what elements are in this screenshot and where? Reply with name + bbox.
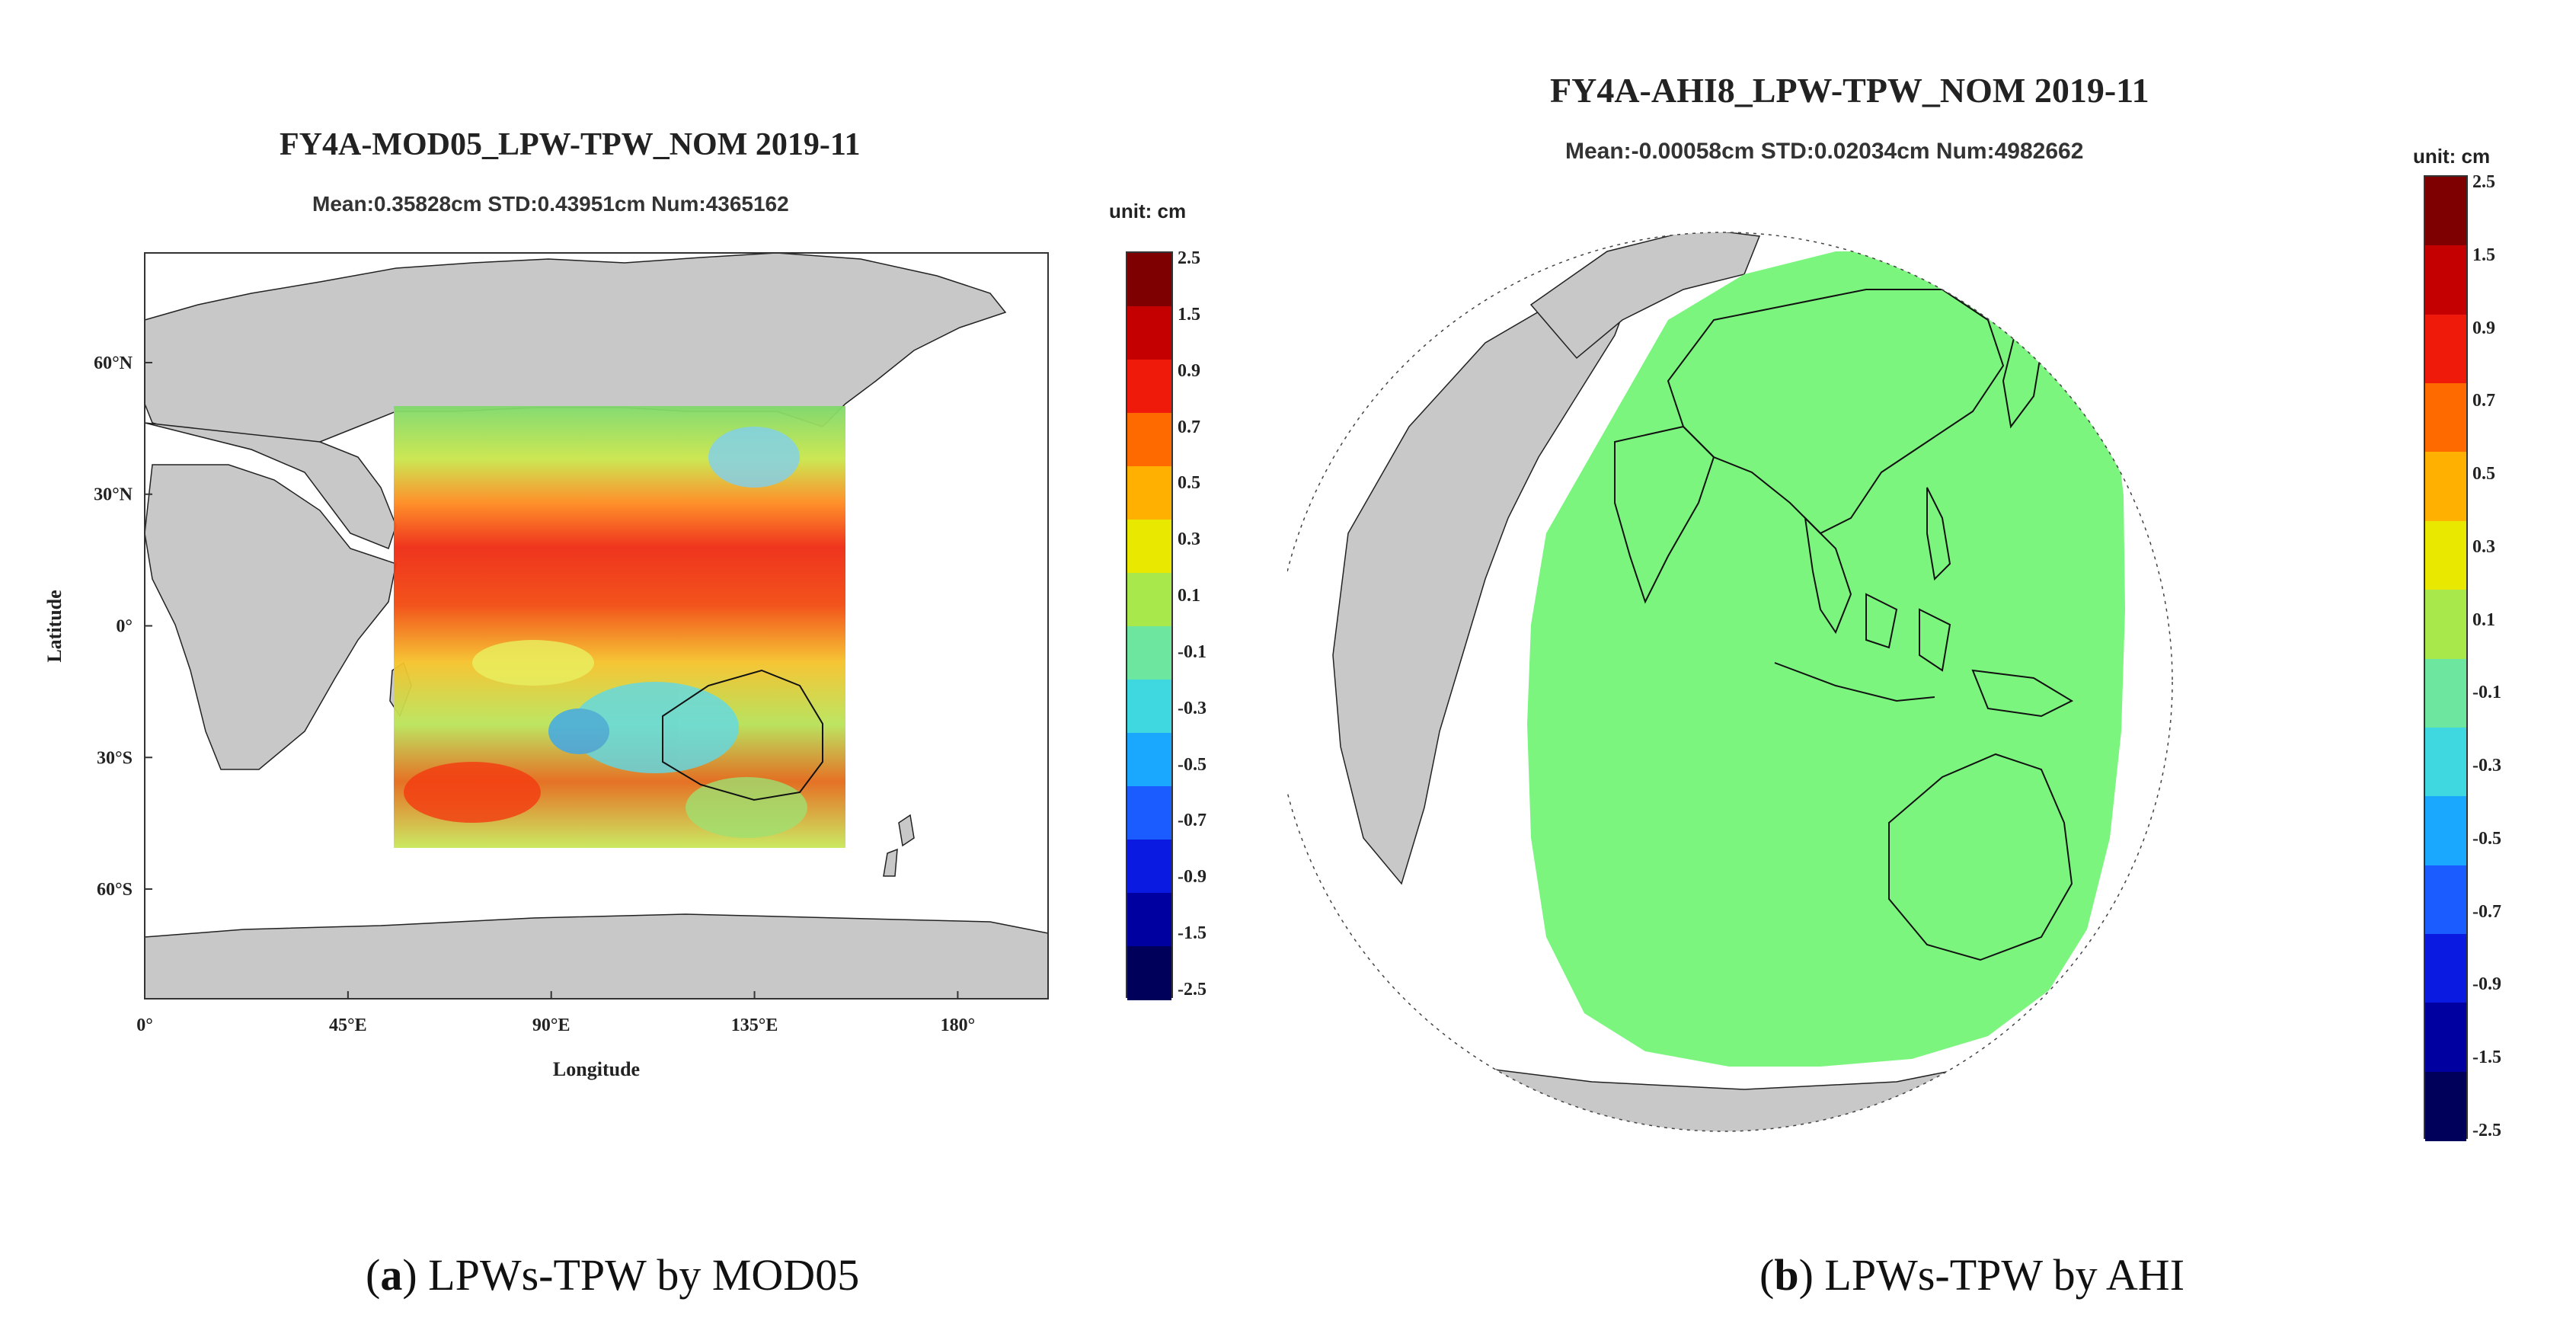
colorbar-tick-label: -0.1 xyxy=(2472,683,2501,703)
colorbar-segment xyxy=(2425,658,2466,728)
colorbar-segment xyxy=(1127,626,1171,680)
chart-a-colorbar xyxy=(1126,251,1173,1000)
x-tick-label: 135°E xyxy=(731,1016,778,1035)
colorbar-segment xyxy=(2425,590,2466,660)
colorbar-tick-label: 0.7 xyxy=(1178,417,1200,437)
colorbar-tick-label: -0.5 xyxy=(2472,828,2501,849)
chart-a-unit: unit: cm xyxy=(1109,200,1187,222)
colorbar-segment xyxy=(1127,520,1171,574)
caption-a-label: a xyxy=(380,1250,403,1300)
y-tick-label: 60°N xyxy=(94,353,133,373)
colorbar-segment xyxy=(2425,1071,2466,1141)
caption-a: (a) LPWs-TPW by MOD05 xyxy=(366,1250,860,1300)
chart-a-map: 60°N 30°N 0° 30°S 60°S 0° 45°E 90°E 135°E 180° L… xyxy=(43,252,1049,1080)
chart-b-globe-outline xyxy=(1287,232,2173,1132)
colorbar-tick-label: 1.5 xyxy=(2472,245,2495,265)
chart-a-ylabel: Latitude xyxy=(43,590,66,662)
x-tick-label: 180° xyxy=(941,1016,976,1035)
colorbar-tick-label: -2.5 xyxy=(1178,980,1207,1000)
colorbar-tick-label: 1.5 xyxy=(1178,304,1200,325)
chart-a-australia-outline xyxy=(662,669,823,801)
colorbar-segment xyxy=(1127,466,1171,520)
colorbar-tick-label: 0.3 xyxy=(1178,529,1200,550)
chart-a-xlabel: Longitude xyxy=(553,1058,640,1080)
colorbar-tick-label: 0.9 xyxy=(1178,360,1200,381)
colorbar-tick-label: 0.5 xyxy=(2472,464,2495,485)
colorbar-tick-label: 0.3 xyxy=(2472,536,2495,557)
x-tick-label: 90°E xyxy=(532,1016,570,1035)
y-tick-label: 30°N xyxy=(94,485,133,505)
caption-b-text: LPWs-TPW by AHI xyxy=(1813,1250,2185,1300)
colorbar-tick-label: -0.9 xyxy=(2472,974,2501,995)
chart-b-stats: Mean:-0.00058cm STD:0.02034cm Num:498266… xyxy=(1565,139,2084,164)
colorbar-segment xyxy=(2425,314,2466,385)
colorbar-segment xyxy=(1127,786,1171,840)
colorbar-tick-label: -0.3 xyxy=(1178,698,1207,718)
colorbar-tick-label: -2.5 xyxy=(2472,1121,2501,1140)
colorbar-segment xyxy=(1127,360,1171,414)
colorbar-segment xyxy=(1127,413,1171,467)
colorbar-segment xyxy=(2425,452,2466,522)
chart-b-data-field xyxy=(1527,251,2125,1067)
colorbar-segment xyxy=(2425,933,2466,1004)
y-tick-label: 30°S xyxy=(97,748,133,768)
colorbar-tick-label: -0.3 xyxy=(2472,756,2501,776)
colorbar-tick-label: 0.1 xyxy=(1178,586,1200,606)
colorbar-tick-label: -0.1 xyxy=(1178,641,1207,662)
y-tick-label: 0° xyxy=(116,617,133,637)
colorbar-tick-label: -1.5 xyxy=(2472,1048,2501,1068)
colorbar-tick-label: 0.9 xyxy=(2472,318,2495,338)
colorbar-segment xyxy=(2425,245,2466,315)
caption-a-text: LPWs-TPW by MOD05 xyxy=(417,1250,860,1300)
colorbar-tick-label: 0.5 xyxy=(1178,473,1200,494)
caption-b-label: b xyxy=(1774,1250,1799,1300)
colorbar-tick-label: -0.7 xyxy=(1178,811,1207,831)
x-tick-label: 45°E xyxy=(329,1016,367,1035)
caption-b: (b) LPWs-TPW by AHI xyxy=(1759,1250,2185,1300)
colorbar-segment xyxy=(1127,253,1171,307)
chart-a-yticks: 60°N 30°N 0° 30°S 60°S xyxy=(94,353,152,900)
colorbar-segment xyxy=(1127,306,1171,360)
colorbar-tick-label: 2.5 xyxy=(1178,248,1200,268)
colorbar-segment xyxy=(1127,946,1171,1000)
colorbar-segment xyxy=(2425,177,2466,247)
colorbar-segment xyxy=(1127,893,1171,947)
colorbar-segment xyxy=(1127,840,1171,894)
chart-a-title: FY4A-MOD05_LPW-TPW_NOM 2019-11 xyxy=(280,127,861,162)
colorbar-tick-label: -1.5 xyxy=(1178,923,1207,944)
chart-a-xticks: 0° 45°E 90°E 135°E 180° xyxy=(136,991,975,1035)
chart-b-globe xyxy=(1287,232,2173,1132)
chart-b-title: FY4A-AHI8_LPW-TPW_NOM 2019-11 xyxy=(1550,71,2149,110)
chart-b-colorbar xyxy=(2424,175,2468,1141)
colorbar-segment xyxy=(2425,796,2466,866)
colorbar-segment xyxy=(2425,1003,2466,1073)
panel-b: FY4A-AHI8_LPW-TPW_NOM 2019-11 Mean:-0.00… xyxy=(1287,0,2576,1321)
colorbar-segment xyxy=(1127,573,1171,627)
colorbar-segment xyxy=(2425,520,2466,591)
chart-a-stats: Mean:0.35828cm STD:0.43951cm Num:4365162 xyxy=(312,192,789,216)
x-tick-label: 0° xyxy=(136,1016,153,1035)
colorbar-tick-label: -0.5 xyxy=(1178,754,1207,775)
chart-b-unit: unit: cm xyxy=(2413,145,2491,168)
colorbar-segment xyxy=(2425,383,2466,453)
panel-a: FY4A-MOD05_LPW-TPW_NOM 2019-11 Mean:0.35… xyxy=(0,0,1287,1321)
colorbar-segment xyxy=(1127,733,1171,787)
colorbar-tick-label: -0.9 xyxy=(1178,867,1207,888)
colorbar-tick-label: 2.5 xyxy=(2472,172,2495,192)
colorbar-segment xyxy=(1127,680,1171,734)
colorbar-segment xyxy=(2425,727,2466,798)
colorbar-tick-label: -0.7 xyxy=(2472,901,2501,922)
colorbar-tick-label: 0.7 xyxy=(2472,391,2495,411)
y-tick-label: 60°S xyxy=(97,880,133,900)
chart-a-data-patches xyxy=(404,427,807,838)
colorbar-tick-label: 0.1 xyxy=(2472,609,2495,630)
colorbar-segment xyxy=(2425,865,2466,935)
